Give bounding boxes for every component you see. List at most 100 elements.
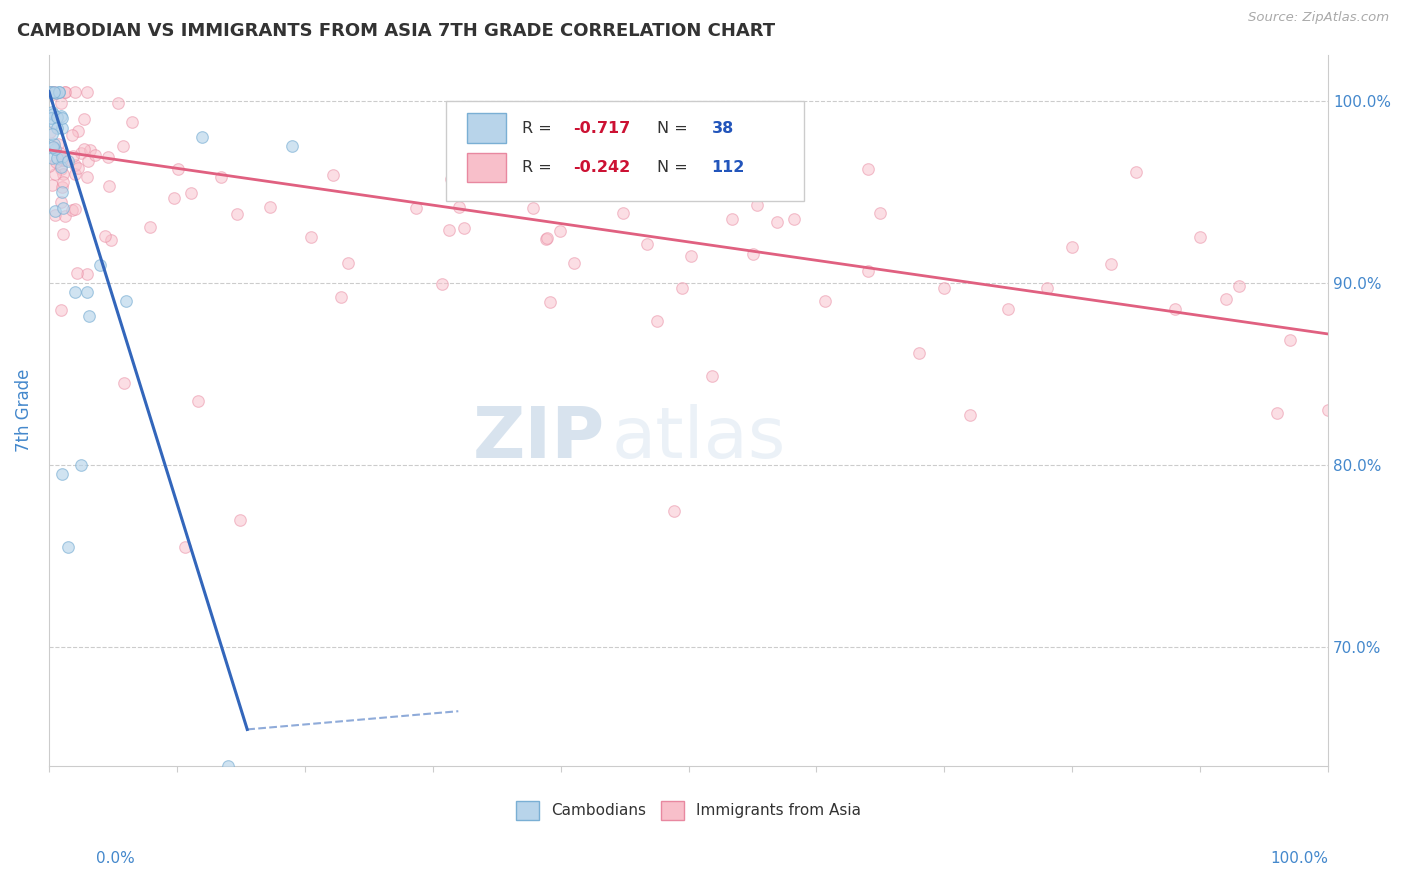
Point xyxy=(440,172,463,186)
Point xyxy=(1227,279,1250,293)
Point xyxy=(41,127,63,141)
Point xyxy=(76,285,98,299)
Point xyxy=(217,759,239,773)
Point xyxy=(52,227,75,242)
Point xyxy=(702,369,724,384)
Point xyxy=(1278,333,1301,347)
Point xyxy=(72,112,94,127)
Point xyxy=(522,201,544,215)
Point xyxy=(163,191,186,205)
Point xyxy=(51,303,73,318)
Point xyxy=(191,130,214,145)
Point xyxy=(114,294,136,309)
Point xyxy=(534,231,557,245)
Point xyxy=(49,146,72,161)
Point xyxy=(299,229,322,244)
Point xyxy=(63,167,86,181)
Point xyxy=(1317,403,1340,417)
Point xyxy=(1265,406,1288,420)
Point xyxy=(612,176,634,190)
Point xyxy=(329,290,352,304)
Point xyxy=(538,295,561,310)
Y-axis label: 7th Grade: 7th Grade xyxy=(15,368,32,452)
Point xyxy=(45,87,67,101)
Point xyxy=(337,255,360,269)
Point xyxy=(48,85,70,99)
Legend: Cambodians, Immigrants from Asia: Cambodians, Immigrants from Asia xyxy=(509,795,868,826)
Point xyxy=(63,158,86,172)
Point xyxy=(41,105,63,120)
Point xyxy=(79,143,101,157)
Point xyxy=(44,167,66,181)
Point xyxy=(62,128,84,142)
Point xyxy=(1062,240,1084,254)
Point xyxy=(53,85,76,99)
Point xyxy=(73,142,96,156)
Point xyxy=(856,161,879,176)
Point xyxy=(51,467,73,482)
Point xyxy=(51,120,73,135)
Point xyxy=(259,200,281,214)
Point xyxy=(562,256,585,270)
Point xyxy=(52,175,75,189)
Point xyxy=(42,140,65,154)
Point xyxy=(42,107,65,121)
Text: atlas: atlas xyxy=(612,404,786,474)
Point xyxy=(49,160,72,174)
Point xyxy=(45,110,67,124)
Point xyxy=(167,162,190,177)
Point xyxy=(39,125,62,139)
Point xyxy=(97,150,120,164)
Point xyxy=(66,124,89,138)
Point xyxy=(53,153,76,168)
Point xyxy=(97,179,120,194)
Point xyxy=(94,228,117,243)
Point xyxy=(38,85,60,99)
Point xyxy=(814,293,837,308)
Point xyxy=(44,137,66,152)
Point xyxy=(45,121,67,136)
Point xyxy=(681,249,703,263)
Point xyxy=(281,139,304,153)
Point xyxy=(1189,230,1212,244)
Point xyxy=(548,224,571,238)
Point xyxy=(405,202,427,216)
Point xyxy=(453,220,475,235)
Text: -0.717: -0.717 xyxy=(574,120,631,136)
Point xyxy=(430,277,453,291)
Point xyxy=(934,281,956,295)
Point xyxy=(1099,257,1122,271)
Point xyxy=(38,85,60,99)
Point xyxy=(44,140,66,154)
Point xyxy=(63,85,86,99)
FancyBboxPatch shape xyxy=(467,113,506,144)
Point xyxy=(1125,165,1147,179)
Point xyxy=(1163,302,1185,317)
Point xyxy=(48,85,70,99)
Text: N =: N = xyxy=(657,120,692,136)
Point xyxy=(56,540,79,554)
Point xyxy=(46,151,69,165)
Point xyxy=(66,161,89,176)
Point xyxy=(49,96,72,111)
Text: 112: 112 xyxy=(711,160,745,175)
Point xyxy=(173,540,195,554)
Point xyxy=(107,95,129,110)
Point xyxy=(100,234,122,248)
Point xyxy=(636,236,658,251)
Point xyxy=(662,504,685,518)
Point xyxy=(225,207,247,221)
Text: Source: ZipAtlas.com: Source: ZipAtlas.com xyxy=(1249,11,1389,24)
Point xyxy=(76,169,98,184)
Point xyxy=(741,246,763,260)
Point xyxy=(112,139,135,153)
Point xyxy=(45,154,67,169)
Point xyxy=(49,195,72,210)
Point xyxy=(63,285,86,299)
Point xyxy=(41,178,63,193)
Point xyxy=(60,202,83,217)
Point xyxy=(53,210,76,224)
Point xyxy=(187,394,209,409)
Point xyxy=(447,200,470,214)
Point xyxy=(766,215,789,229)
